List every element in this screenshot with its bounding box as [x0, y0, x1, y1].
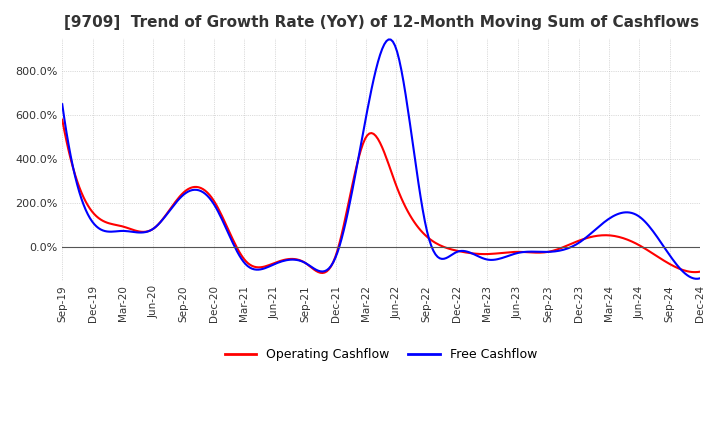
Free Cashflow: [638, 216, 647, 222]
Free Cashflow: [451, 250, 459, 256]
Operating Cashflow: [696, 269, 704, 274]
Operating Cashflow: [58, 117, 66, 122]
Line: Free Cashflow: Free Cashflow: [62, 40, 700, 279]
Free Cashflow: [696, 276, 704, 281]
Free Cashflow: [598, 221, 606, 227]
Operating Cashflow: [451, 248, 459, 253]
Free Cashflow: [58, 102, 66, 107]
Operating Cashflow: [638, 244, 647, 249]
Operating Cashflow: [318, 270, 327, 275]
Free Cashflow: [438, 256, 446, 261]
Operating Cashflow: [598, 233, 606, 238]
Title: [9709]  Trend of Growth Rate (YoY) of 12-Month Moving Sum of Cashflows: [9709] Trend of Growth Rate (YoY) of 12-…: [63, 15, 698, 30]
Free Cashflow: [691, 276, 700, 282]
Free Cashflow: [384, 37, 393, 42]
Line: Operating Cashflow: Operating Cashflow: [62, 120, 700, 273]
Operating Cashflow: [440, 244, 449, 249]
Free Cashflow: [60, 116, 68, 121]
Legend: Operating Cashflow, Free Cashflow: Operating Cashflow, Free Cashflow: [220, 343, 542, 367]
Operating Cashflow: [60, 128, 68, 133]
Operating Cashflow: [438, 243, 446, 249]
Free Cashflow: [440, 256, 449, 261]
